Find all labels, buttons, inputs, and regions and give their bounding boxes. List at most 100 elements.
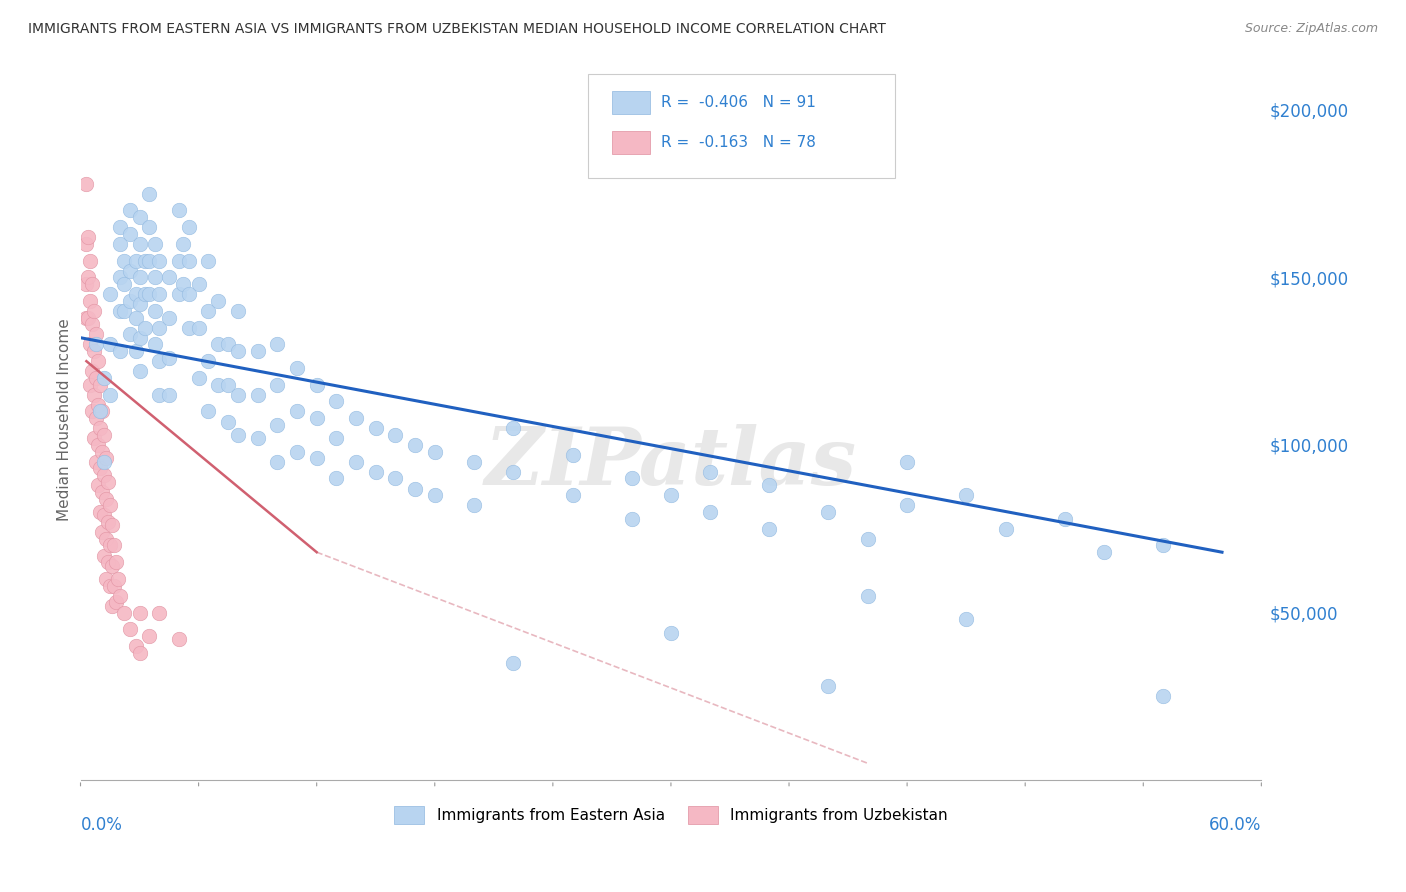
- Point: [305, 451, 328, 466]
- Point: [103, 539, 125, 553]
- Point: [83, 431, 105, 445]
- Text: IMMIGRANTS FROM EASTERN ASIA VS IMMIGRANTS FROM UZBEKISTAN MEDIAN HOUSEHOLD INCO: IMMIGRANTS FROM EASTERN ASIA VS IMMIGRAN…: [28, 22, 886, 37]
- Point: [226, 344, 249, 359]
- Point: [758, 522, 780, 536]
- Point: [138, 287, 160, 301]
- Point: [817, 679, 839, 693]
- Point: [112, 304, 135, 318]
- Point: [344, 411, 367, 425]
- Point: [197, 354, 219, 368]
- Point: [89, 461, 111, 475]
- Point: [83, 304, 105, 318]
- Point: [620, 511, 643, 525]
- Point: [124, 287, 146, 301]
- Point: [97, 475, 120, 489]
- Point: [246, 387, 269, 401]
- Point: [118, 263, 141, 277]
- Point: [112, 606, 135, 620]
- Point: [108, 304, 131, 318]
- Point: [93, 428, 115, 442]
- Point: [107, 572, 129, 586]
- Point: [148, 606, 170, 620]
- Point: [82, 277, 104, 292]
- Point: [108, 270, 131, 285]
- Point: [77, 270, 100, 285]
- Point: [79, 377, 101, 392]
- Point: [84, 337, 107, 351]
- Point: [97, 555, 120, 569]
- Point: [101, 558, 124, 573]
- Point: [128, 646, 150, 660]
- Point: [124, 639, 146, 653]
- Point: [172, 277, 194, 292]
- Point: [124, 344, 146, 359]
- Point: [98, 539, 121, 553]
- Point: [148, 253, 170, 268]
- Point: [699, 505, 721, 519]
- Point: [87, 398, 110, 412]
- Point: [896, 498, 918, 512]
- Point: [87, 438, 110, 452]
- Point: [157, 270, 180, 285]
- Point: [157, 310, 180, 325]
- Point: [134, 287, 156, 301]
- Point: [112, 277, 135, 292]
- Point: [659, 488, 682, 502]
- Point: [118, 293, 141, 308]
- Point: [226, 428, 249, 442]
- Point: [124, 253, 146, 268]
- FancyBboxPatch shape: [612, 131, 650, 154]
- Point: [896, 455, 918, 469]
- Point: [620, 471, 643, 485]
- Point: [758, 478, 780, 492]
- Point: [197, 304, 219, 318]
- Point: [93, 508, 115, 523]
- Point: [226, 387, 249, 401]
- Point: [128, 210, 150, 224]
- Point: [104, 555, 127, 569]
- Point: [285, 404, 308, 418]
- Point: [217, 415, 239, 429]
- Point: [134, 253, 156, 268]
- Point: [266, 377, 288, 392]
- Point: [172, 236, 194, 251]
- Point: [128, 270, 150, 285]
- Point: [128, 331, 150, 345]
- Point: [108, 236, 131, 251]
- Point: [75, 236, 97, 251]
- Point: [143, 304, 166, 318]
- Point: [93, 455, 115, 469]
- Point: [84, 455, 107, 469]
- Point: [104, 595, 127, 609]
- Point: [143, 337, 166, 351]
- Point: [157, 351, 180, 365]
- Point: [177, 320, 200, 334]
- Point: [118, 203, 141, 218]
- Point: [128, 606, 150, 620]
- FancyBboxPatch shape: [588, 74, 896, 178]
- Point: [89, 421, 111, 435]
- Point: [94, 532, 117, 546]
- Point: [177, 253, 200, 268]
- Point: [89, 377, 111, 392]
- Point: [89, 404, 111, 418]
- Point: [87, 354, 110, 368]
- Point: [177, 287, 200, 301]
- Point: [856, 589, 879, 603]
- Text: 60.0%: 60.0%: [1209, 816, 1261, 834]
- Point: [266, 337, 288, 351]
- Point: [305, 411, 328, 425]
- Point: [187, 371, 209, 385]
- Point: [124, 310, 146, 325]
- Point: [84, 411, 107, 425]
- Point: [93, 549, 115, 563]
- Text: Source: ZipAtlas.com: Source: ZipAtlas.com: [1244, 22, 1378, 36]
- Point: [157, 387, 180, 401]
- Point: [856, 532, 879, 546]
- Text: R =  -0.163   N = 78: R = -0.163 N = 78: [661, 135, 817, 150]
- Point: [384, 428, 406, 442]
- Point: [364, 465, 387, 479]
- Point: [148, 354, 170, 368]
- Point: [148, 320, 170, 334]
- Point: [84, 327, 107, 342]
